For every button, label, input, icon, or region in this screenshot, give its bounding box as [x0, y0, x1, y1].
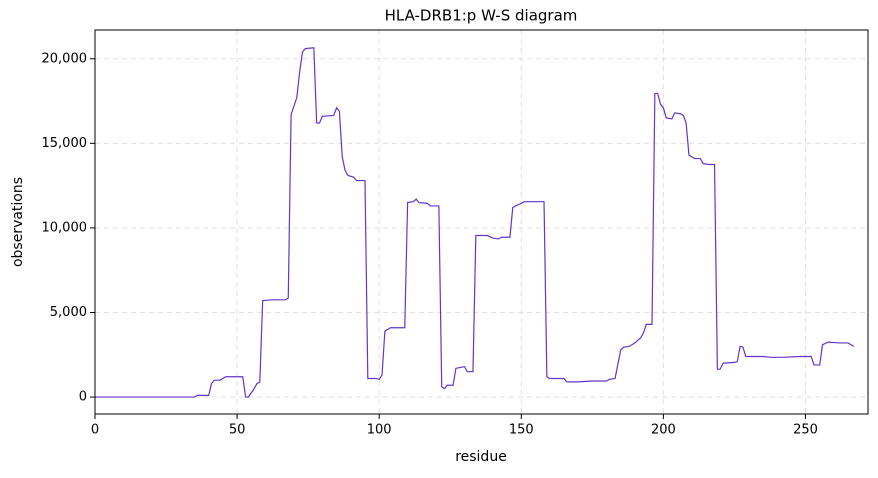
data-line [95, 47, 855, 398]
y-axis-label: observations [10, 177, 26, 267]
x-tick-label: 0 [91, 423, 99, 438]
y-tick-label: 0 [79, 390, 87, 405]
chart-title: HLA-DRB1:p W-S diagram [385, 7, 578, 25]
x-axis-label: residue [455, 449, 507, 465]
plot-frame [94, 29, 869, 415]
x-tick-label: 200 [651, 423, 676, 438]
x-tick-label: 100 [367, 423, 392, 438]
x-tick-label: 150 [509, 423, 534, 438]
x-tick-label: 250 [793, 423, 818, 438]
y-tick-label: 5,000 [50, 305, 87, 320]
x-tick-label: 50 [229, 423, 246, 438]
y-tick-label: 10,000 [42, 220, 88, 235]
y-tick-label: 15,000 [42, 136, 88, 151]
y-tick-label: 20,000 [42, 51, 88, 66]
